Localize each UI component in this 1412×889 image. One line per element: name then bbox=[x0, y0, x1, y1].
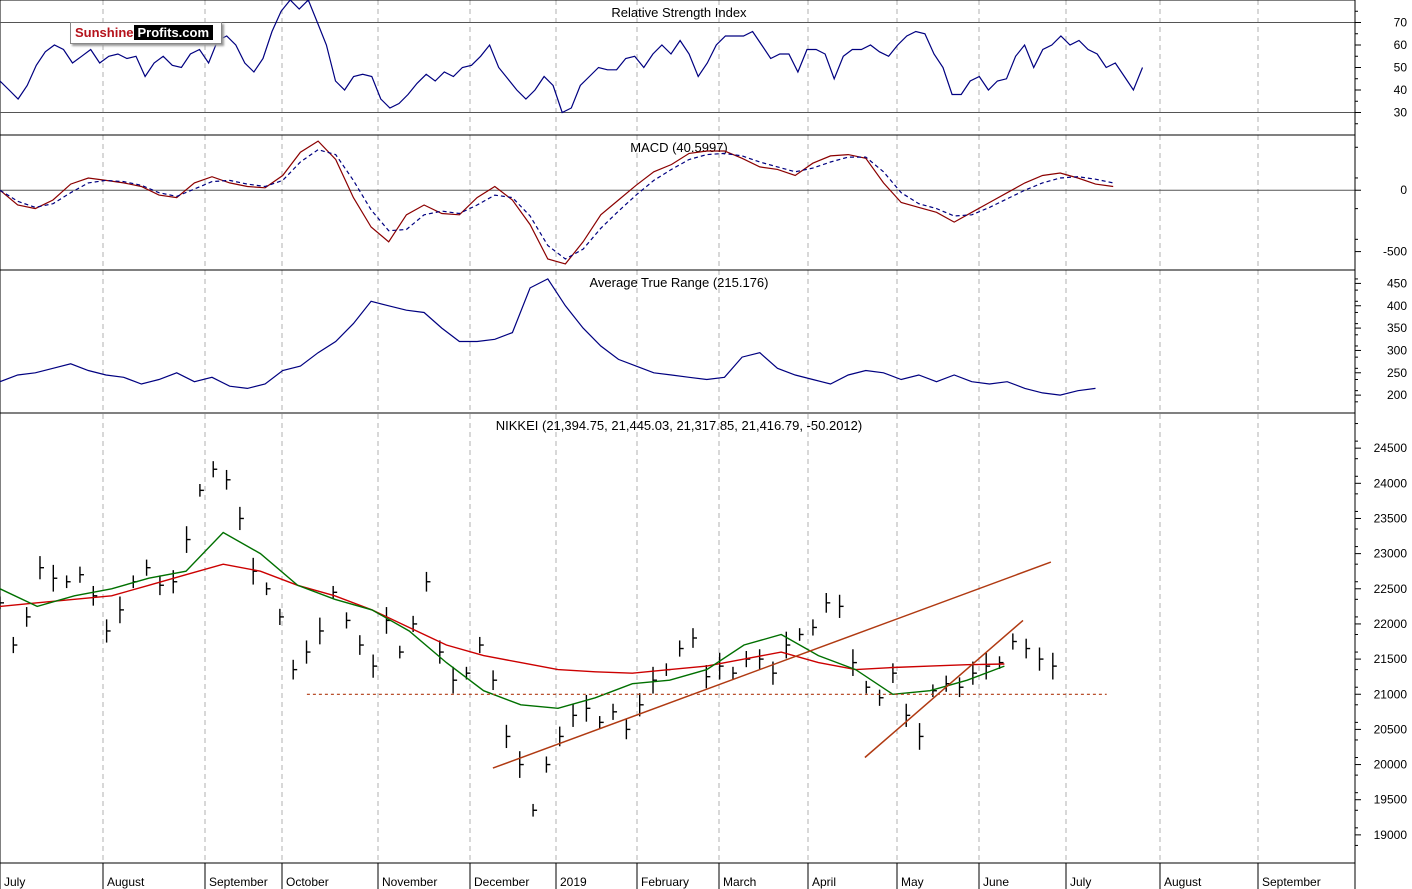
y-tick-label: 300 bbox=[1387, 343, 1407, 357]
y-tick-label: 0 bbox=[1400, 183, 1407, 197]
x-tick-label: May bbox=[901, 875, 924, 889]
y-tick-label: 19000 bbox=[1374, 828, 1408, 842]
x-tick-label: August bbox=[107, 875, 145, 889]
y-tick-label: 30 bbox=[1394, 106, 1408, 120]
y-tick-label: 22000 bbox=[1374, 617, 1408, 631]
x-tick-label: October bbox=[286, 875, 329, 889]
sunshine-profits-logo[interactable]: Sunshine Profits.com bbox=[70, 22, 223, 44]
y-tick-label: 23500 bbox=[1374, 511, 1408, 525]
y-tick-label: 50 bbox=[1394, 61, 1408, 75]
x-tick-label: September bbox=[209, 875, 268, 889]
y-tick-label: 21000 bbox=[1374, 687, 1408, 701]
moving-average-short bbox=[0, 531, 1005, 710]
macd-title: MACD (40.5997) bbox=[630, 140, 728, 155]
trendline-steep bbox=[864, 619, 1024, 759]
rsi-line bbox=[0, 0, 1144, 114]
x-tick-label: 2019 bbox=[560, 875, 587, 889]
y-tick-label: 200 bbox=[1387, 388, 1407, 402]
y-tick-label: 21500 bbox=[1374, 652, 1408, 666]
x-tick-label: September bbox=[1262, 875, 1321, 889]
y-tick-label: -500 bbox=[1383, 245, 1407, 259]
y-tick-label: 250 bbox=[1387, 366, 1407, 380]
moving-average-long bbox=[0, 563, 1005, 674]
logo-profits: Profits.com bbox=[133, 25, 214, 40]
x-axis: July August September October November Decemb… bbox=[0, 0, 1356, 889]
y-tick-label: 60 bbox=[1394, 38, 1408, 52]
x-tick-label: December bbox=[474, 875, 529, 889]
macd-line bbox=[0, 140, 1114, 265]
y-tick-label: 40 bbox=[1394, 83, 1408, 97]
y-tick-label: 24500 bbox=[1374, 441, 1408, 455]
y-tick-label: 20500 bbox=[1374, 722, 1408, 736]
x-tick-label: March bbox=[723, 875, 756, 889]
y-tick-label: 23000 bbox=[1374, 547, 1408, 561]
x-tick-label: August bbox=[1164, 875, 1202, 889]
macd-signal-line bbox=[0, 149, 1114, 260]
x-tick-label: April bbox=[812, 875, 836, 889]
y-tick-label: 24000 bbox=[1374, 476, 1408, 490]
trendline-rising bbox=[492, 561, 1052, 769]
rsi-panel: Relative Strength Index 70 60 50 40 30 bbox=[0, 0, 1408, 136]
y-tick-label: 400 bbox=[1387, 299, 1407, 313]
atr-line bbox=[0, 278, 1096, 396]
x-tick-label: July bbox=[4, 875, 25, 889]
x-tick-label: July bbox=[1070, 875, 1091, 889]
y-tick-label: 350 bbox=[1387, 321, 1407, 335]
rsi-title: Relative Strength Index bbox=[611, 5, 747, 20]
y-tick-label: 20000 bbox=[1374, 758, 1408, 772]
y-tick-label: 70 bbox=[1394, 16, 1408, 30]
y-tick-label: 22500 bbox=[1374, 582, 1408, 596]
y-tick-label: 450 bbox=[1387, 276, 1407, 290]
x-tick-label: November bbox=[382, 875, 437, 889]
atr-title: Average True Range (215.176) bbox=[590, 275, 769, 290]
y-tick-label: 19500 bbox=[1374, 793, 1408, 807]
price-title: NIKKEI (21,394.75, 21,445.03, 21,317.85,… bbox=[496, 418, 862, 433]
x-tick-label: June bbox=[983, 875, 1009, 889]
x-tick-label: February bbox=[641, 875, 689, 889]
logo-sunshine: Sunshine bbox=[75, 25, 134, 40]
